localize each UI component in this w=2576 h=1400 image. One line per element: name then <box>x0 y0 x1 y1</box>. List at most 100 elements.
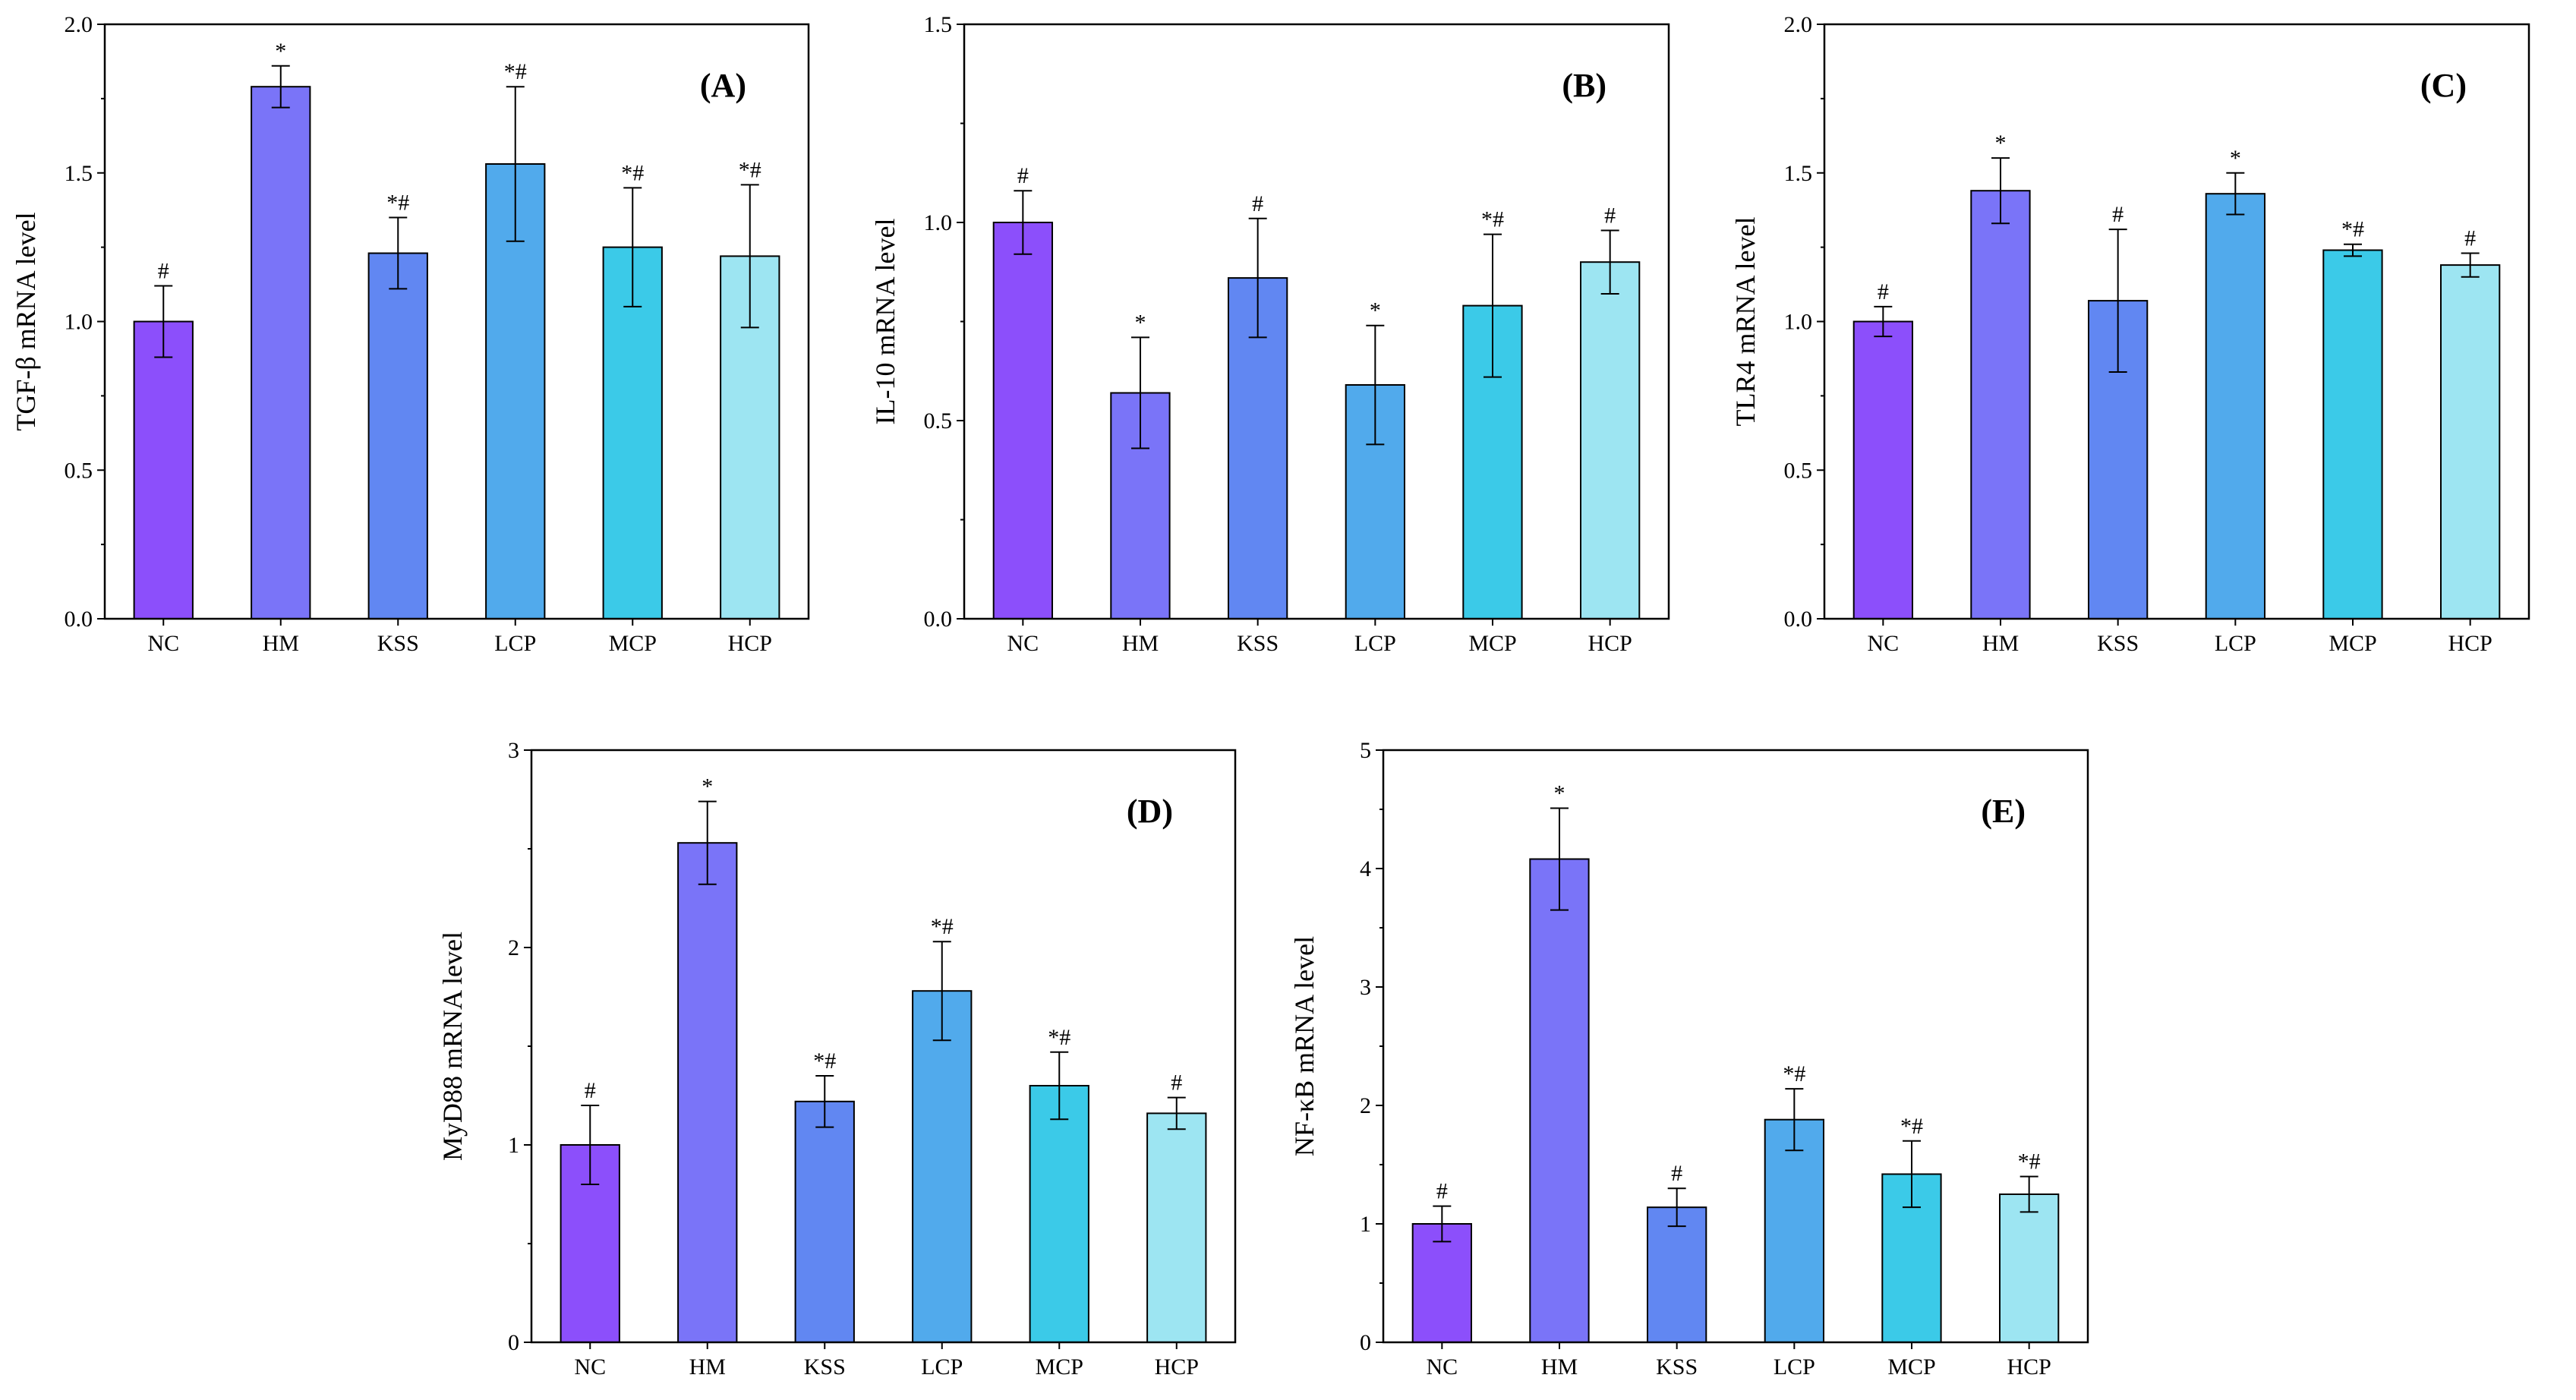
panel-label: (A) <box>700 67 746 104</box>
y-tick-label: 0 <box>1360 1330 1371 1355</box>
significance-mark: * <box>1370 298 1381 323</box>
panel-d: # NC * HM *# KSS *# LCP *# MCP # HCP 0 1 2 3 MyD88 mRNA … <box>437 738 1237 1380</box>
category-label: MCP <box>1036 1354 1083 1380</box>
significance-mark: *# <box>739 157 761 182</box>
category-label: MCP <box>1468 631 1516 656</box>
error-bar-lcp <box>1785 1088 1804 1152</box>
category-label: HCP <box>1588 631 1632 656</box>
panel-label: (D) <box>1127 793 1173 830</box>
bar-lcp <box>2205 193 2265 620</box>
category-label: NC <box>1007 631 1039 656</box>
significance-mark: * <box>2230 146 2241 171</box>
error-bar-nc <box>1014 190 1033 255</box>
category-label: KSS <box>1237 631 1279 656</box>
bar-hm <box>251 86 311 620</box>
error-bar-nc <box>154 285 173 358</box>
panel-a: # NC * HM *# KSS *# LCP *# MCP *# HCP 0.0 0.5 1.0 1.5 2.… <box>11 12 810 656</box>
significance-mark: *# <box>1048 1025 1070 1050</box>
bar-mcp <box>2322 249 2383 620</box>
significance-mark: # <box>1671 1161 1682 1186</box>
category-label: HCP <box>2448 631 2492 656</box>
significance-mark: * <box>1135 310 1146 335</box>
y-tick-label: 2.0 <box>1784 12 1813 37</box>
plot-frame <box>530 749 1237 1344</box>
y-tick-label: 2 <box>508 935 519 960</box>
category-label: LCP <box>494 631 536 656</box>
y-tick-label: 2 <box>1360 1093 1371 1118</box>
significance-mark: # <box>1017 163 1029 188</box>
significance-mark: *# <box>931 914 954 939</box>
error-bar-hm <box>1550 807 1569 911</box>
y-tick-label: 1.5 <box>924 12 953 37</box>
category-label: NC <box>147 631 179 656</box>
error-bar-mcp <box>2344 243 2362 257</box>
category-label: HCP <box>728 631 772 656</box>
y-tick-label: 3 <box>508 738 519 763</box>
y-axis-label: TGF-β mRNA level <box>11 212 41 430</box>
panel-e: # NC * HM # KSS *# LCP *# MCP *# HCP 0 1 2 3 4 5 NF-κB mRN… <box>1289 738 2089 1380</box>
bar-mcp <box>1029 1085 1089 1343</box>
significance-mark: *# <box>504 59 527 84</box>
category-label: MCP <box>609 631 657 656</box>
error-bar-hm <box>698 800 717 885</box>
category-label: HM <box>1541 1354 1578 1380</box>
category-label: MCP <box>1887 1354 1935 1380</box>
error-bar-kss <box>389 216 408 290</box>
category-label: KSS <box>377 631 419 656</box>
bar-hcp <box>1146 1112 1207 1344</box>
error-bar-lcp <box>2226 172 2245 216</box>
bar-hm <box>1970 190 2031 620</box>
significance-mark: # <box>1878 279 1889 304</box>
error-bar-nc <box>581 1105 600 1185</box>
bar-hm <box>1529 858 1590 1343</box>
bar-nc <box>133 320 194 620</box>
significance-mark: * <box>275 39 286 64</box>
bar-kss <box>794 1100 855 1344</box>
y-tick-label: 3 <box>1360 975 1371 1000</box>
error-bar-hcp <box>740 184 759 329</box>
error-bar-hcp <box>2019 1175 2038 1213</box>
category-label: HCP <box>2007 1354 2051 1380</box>
y-tick-label: 0.5 <box>924 408 953 434</box>
error-bar-lcp <box>506 86 525 242</box>
error-bar-hm <box>1991 157 2010 225</box>
bar-hcp <box>1580 261 1641 620</box>
category-label: LCP <box>921 1354 963 1380</box>
y-axis-label: IL-10 mRNA level <box>870 219 900 425</box>
significance-mark: # <box>585 1078 596 1103</box>
error-bar-mcp <box>623 187 642 307</box>
y-tick-label: 0.0 <box>1784 607 1813 632</box>
category-label: HM <box>689 1354 726 1380</box>
category-label: HCP <box>1155 1354 1199 1380</box>
bar-hcp <box>1999 1193 2060 1343</box>
category-label: NC <box>574 1354 606 1380</box>
y-tick-label: 1 <box>508 1133 519 1158</box>
significance-mark: *# <box>621 160 644 185</box>
plot-frame <box>103 23 810 620</box>
significance-mark: *# <box>1481 207 1504 232</box>
y-axis-label: TLR4 mRNA level <box>1730 217 1761 427</box>
bar-nc <box>992 222 1053 620</box>
category-label: KSS <box>1656 1354 1698 1380</box>
error-bar-mcp <box>1903 1140 1921 1209</box>
error-bar-hm <box>271 65 290 109</box>
error-bar-lcp <box>932 941 951 1042</box>
significance-mark: # <box>1436 1179 1448 1204</box>
error-bar-mcp <box>1050 1051 1069 1121</box>
significance-mark: # <box>1604 203 1616 228</box>
y-tick-label: 2.0 <box>65 12 93 37</box>
significance-mark: * <box>1995 131 2007 156</box>
category-label: MCP <box>2328 631 2376 656</box>
error-bar-kss <box>1248 217 1267 339</box>
significance-mark: * <box>1554 780 1565 806</box>
panel-b: # NC * HM # KSS * LCP *# MCP # HCP 0.0 0.5 1.0 1.5 IL-10… <box>870 12 1670 656</box>
error-bar-kss <box>815 1075 834 1128</box>
error-bar-mcp <box>1483 233 1502 378</box>
y-tick-label: 1.5 <box>65 161 93 186</box>
bar-kss <box>1647 1206 1707 1343</box>
category-label: LCP <box>1774 1354 1815 1380</box>
error-bar-hcp <box>2461 252 2480 278</box>
bar-lcp <box>1764 1118 1824 1343</box>
category-label: LCP <box>1354 631 1396 656</box>
